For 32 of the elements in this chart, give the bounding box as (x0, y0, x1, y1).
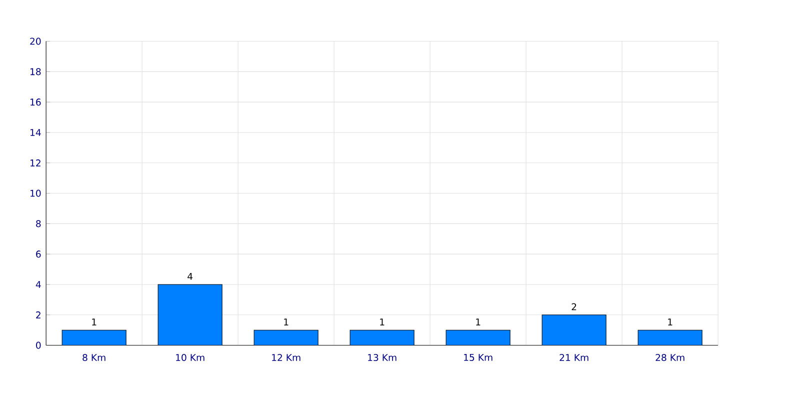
data-label: 2 (572, 303, 576, 310)
x-tick-label: 8 Km (82, 354, 106, 362)
bar (542, 314, 606, 346)
y-tick-label: 18 (30, 68, 41, 76)
bar (158, 284, 222, 346)
data-label: 1 (284, 318, 288, 326)
y-tick-label: 0 (36, 342, 41, 349)
y-tick-label: 20 (30, 38, 41, 45)
bar (254, 330, 318, 346)
data-label: 1 (92, 318, 96, 326)
y-tick-label: 4 (36, 281, 41, 288)
x-tick-label: 28 Km (656, 354, 684, 362)
bar (638, 330, 702, 346)
data-label: 4 (188, 272, 193, 280)
x-tick-label: 21 Km (560, 354, 588, 361)
y-tick-label: 6 (36, 250, 41, 258)
data-label: 1 (380, 318, 384, 326)
y-tick-label: 12 (30, 159, 40, 166)
x-tick-label: 12 Km (272, 354, 300, 361)
bar (446, 330, 510, 346)
x-tick-label: 10 Km (176, 354, 204, 362)
data-label: 1 (476, 318, 480, 326)
data-label: 1 (668, 318, 672, 326)
y-tick-label: 2 (36, 311, 40, 318)
bar (62, 330, 126, 346)
y-tick-label: 16 (30, 98, 41, 106)
y-tick-label: 10 (30, 190, 41, 197)
y-tick-label: 14 (30, 129, 41, 136)
y-tick-label: 8 (36, 220, 41, 228)
x-tick-label: 15 Km (464, 354, 492, 361)
bar (350, 330, 414, 346)
x-tick-label: 13 Km (368, 354, 396, 362)
